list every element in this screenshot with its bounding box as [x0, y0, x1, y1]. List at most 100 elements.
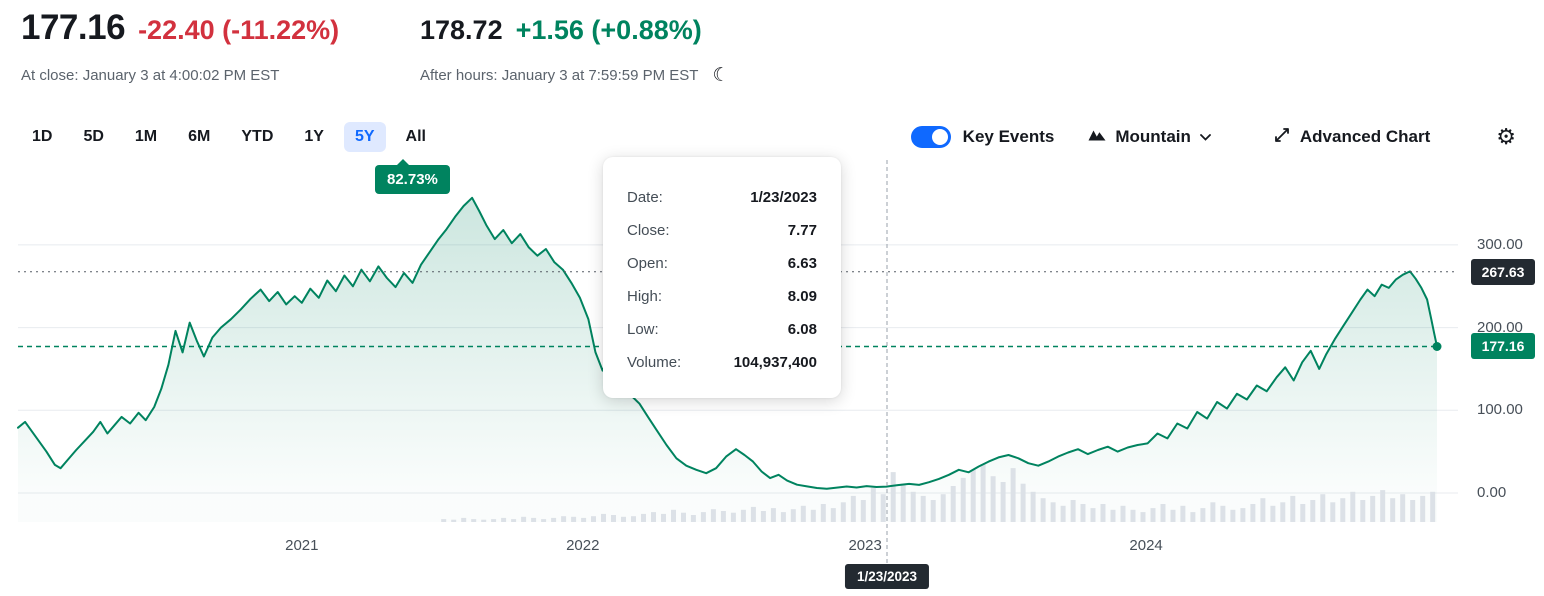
volume-bar — [1230, 509, 1236, 522]
volume-bar — [1160, 504, 1166, 522]
expand-diagonal-icon — [1273, 126, 1291, 149]
chart-type-dropdown[interactable]: Mountain — [1088, 127, 1211, 147]
volume-bar — [690, 515, 696, 522]
advanced-chart-label: Advanced Chart — [1299, 127, 1431, 146]
volume-bar — [1280, 502, 1286, 522]
settings-gear-icon[interactable]: ⚙ — [1490, 125, 1522, 149]
key-events-toggle[interactable] — [910, 126, 951, 148]
volume-bar — [1050, 502, 1056, 522]
volume-bar — [1380, 490, 1386, 522]
volume-bar — [621, 516, 626, 522]
volume-bar — [591, 516, 596, 522]
advanced-chart-button[interactable]: Advanced Chart — [1273, 126, 1430, 149]
range-tabs: 1D 5D 1M 6M YTD 1Y 5Y All — [21, 122, 437, 152]
volume-bar — [1250, 504, 1256, 522]
volume-bar — [940, 494, 946, 522]
tooltip-row-value: 104,937,400 — [733, 354, 817, 371]
range-tab-1d[interactable]: 1D — [21, 122, 63, 152]
moon-icon: ☾ — [712, 65, 730, 86]
volume-bar — [800, 505, 806, 522]
price-header: 177.16 -22.40 (-11.22%) 178.72 +1.56 (+0… — [21, 8, 702, 48]
volume-bar — [1370, 495, 1376, 522]
volume-bar — [700, 512, 706, 522]
after-hours-note: After hours: January 3 at 7:59:59 PM EST — [420, 67, 699, 84]
volume-bar — [1260, 498, 1266, 522]
range-tab-ytd[interactable]: YTD — [230, 122, 284, 152]
price-chart[interactable] — [0, 160, 1544, 596]
volume-bar — [910, 491, 916, 522]
tooltip-row: Open: 6.63 — [627, 255, 817, 273]
volume-bar — [561, 516, 567, 522]
volume-bar — [581, 517, 587, 522]
volume-bar — [960, 477, 966, 522]
volume-bar — [830, 508, 836, 522]
volume-bar — [1020, 483, 1026, 522]
volume-bar — [770, 508, 776, 522]
tooltip-row: Close: 7.77 — [627, 222, 817, 240]
volume-bar — [1180, 505, 1186, 522]
chevron-down-icon — [1199, 128, 1211, 146]
price-change: -22.40 (-11.22%) — [138, 15, 340, 45]
volume-bar — [850, 495, 856, 522]
toggle-knob — [931, 129, 948, 145]
volume-bar — [1140, 512, 1146, 522]
volume-bar — [1300, 504, 1306, 522]
chart-controls: Key Events Mountain Advanced Chart ⚙ — [910, 125, 1522, 149]
volume-bar — [511, 519, 517, 522]
volume-bar — [860, 500, 866, 522]
volume-bar — [780, 512, 786, 522]
mountain-icon — [1088, 128, 1106, 146]
volume-bar — [1290, 495, 1296, 522]
volume-bar — [471, 519, 477, 522]
volume-bar — [1270, 505, 1276, 522]
current-price-flag: 177.16 — [1471, 333, 1535, 360]
range-tab-5y[interactable]: 5Y — [343, 122, 386, 152]
volume-bar — [1310, 500, 1316, 522]
volume-bar — [750, 506, 756, 522]
tooltip-row-value: 7.77 — [787, 222, 817, 239]
volume-bar — [720, 511, 726, 522]
range-tab-5d[interactable]: 5D — [72, 122, 114, 152]
chart-tooltip: Date: 1/23/2023 Close: 7.77 Open: 6.63 High: 8.… — [603, 157, 841, 398]
volume-bar — [900, 483, 906, 522]
tooltip-row: Low: 6.08 — [627, 321, 817, 339]
volume-bar — [970, 469, 976, 522]
volume-bar — [760, 511, 766, 522]
range-tab-all[interactable]: All — [395, 122, 437, 152]
range-tab-6m[interactable]: 6M — [177, 122, 221, 152]
volume-bar — [1070, 500, 1076, 522]
volume-bar — [790, 509, 796, 522]
volume-bar — [1220, 505, 1226, 522]
volume-bar — [671, 509, 676, 522]
volume-bar — [950, 486, 956, 522]
volume-bar — [1060, 505, 1066, 522]
after-hours-price: 178.72 — [420, 15, 503, 45]
volume-bar — [1190, 512, 1196, 522]
volume-bar — [810, 509, 816, 522]
volume-bar — [441, 519, 447, 522]
volume-bar — [820, 504, 826, 522]
market-status-row: At close: January 3 at 4:00:02 PM EST Af… — [21, 66, 730, 85]
tooltip-rows: Date: 1/23/2023 Close: 7.77 Open: 6.63 High: 8.… — [627, 189, 817, 372]
volume-bar — [930, 500, 936, 522]
tooltip-row-value: 6.08 — [787, 321, 817, 338]
range-tab-1m[interactable]: 1M — [124, 122, 168, 152]
period-return-badge: 82.73% — [375, 159, 450, 194]
volume-bar — [1170, 509, 1176, 522]
tooltip-row-label: Date: — [627, 189, 663, 206]
range-tab-1y[interactable]: 1Y — [293, 122, 335, 152]
volume-bar — [730, 512, 736, 522]
volume-bar — [1420, 495, 1426, 522]
volume-bar — [1120, 505, 1126, 522]
after-hours-change: +1.56 (+0.88%) — [515, 15, 702, 45]
volume-bar — [571, 516, 577, 522]
volume-bar — [840, 502, 846, 522]
last-price: 177.16 — [21, 8, 126, 47]
volume-bar — [641, 513, 646, 522]
volume-bar — [481, 519, 487, 522]
volume-bar — [601, 513, 606, 522]
volume-bar — [491, 519, 497, 522]
chart-toolbar: 1D 5D 1M 6M YTD 1Y 5Y All Key Events Mountain A — [21, 119, 1522, 155]
volume-bar — [1340, 498, 1346, 522]
